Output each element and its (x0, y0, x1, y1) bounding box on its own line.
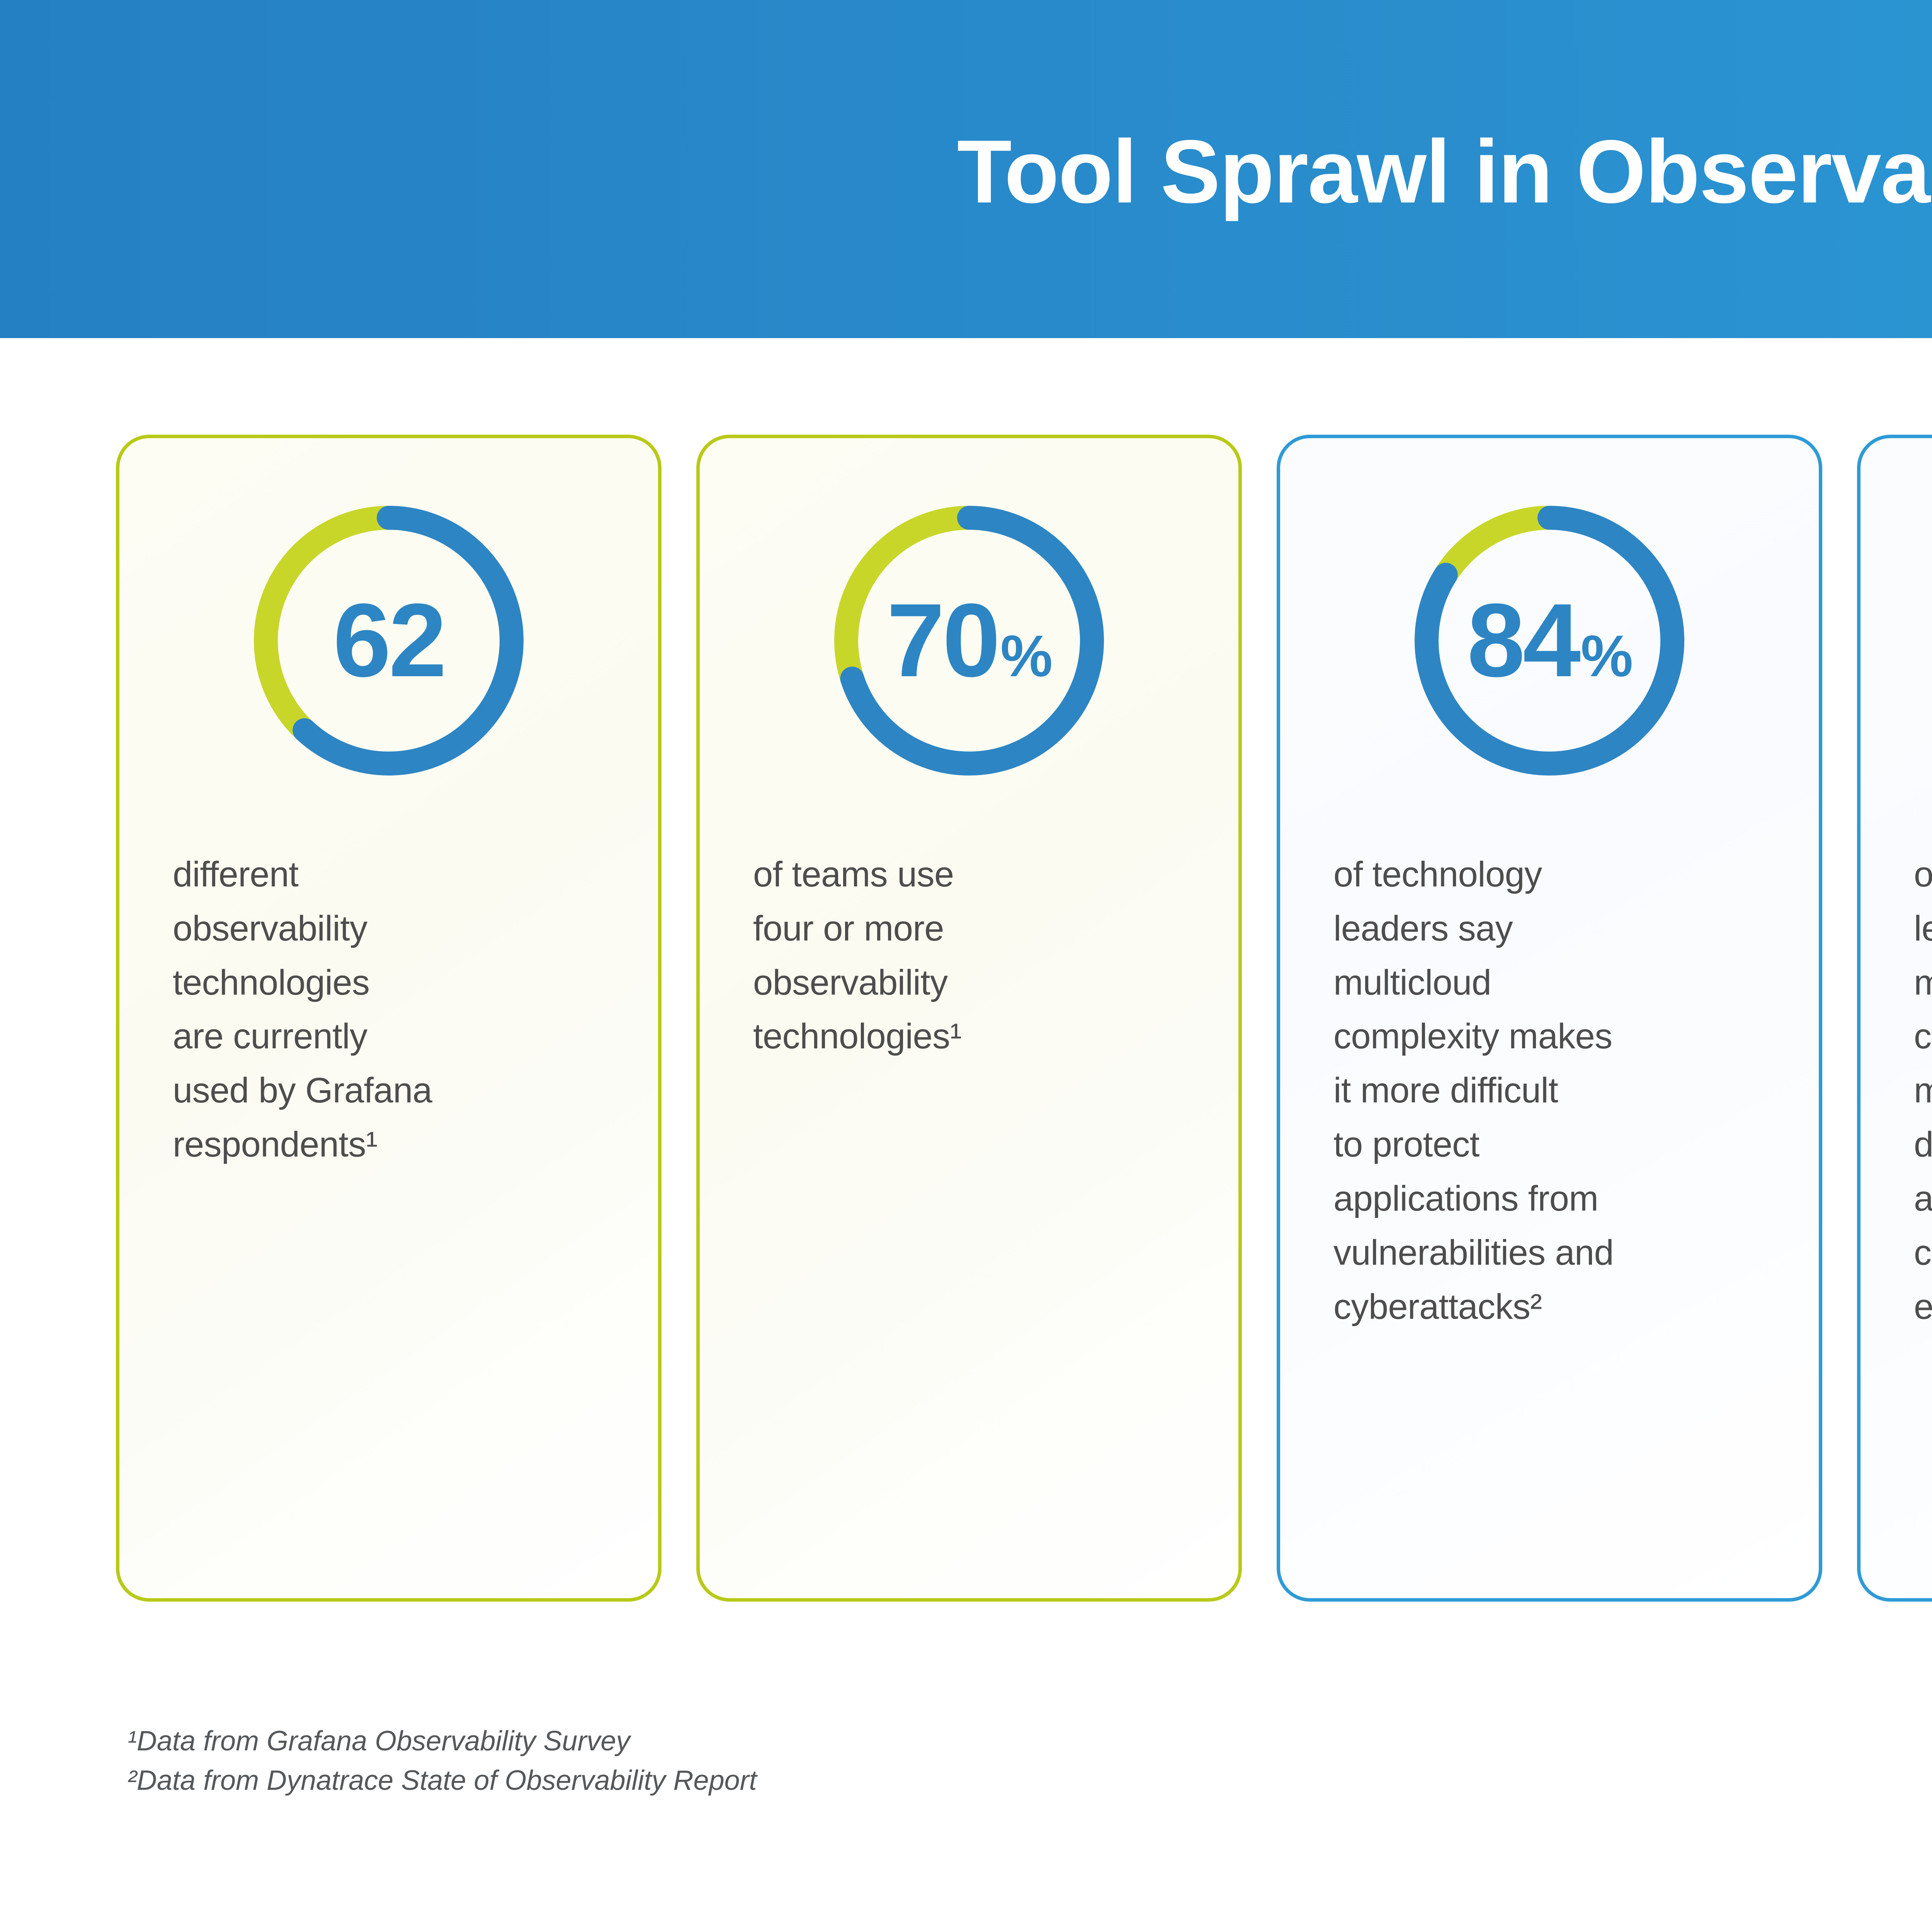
donut-chart-svg (1415, 506, 1684, 776)
footnotes: ¹Data from Grafana Observability Survey ²… (128, 1721, 757, 1800)
donut-chart-svg (254, 506, 524, 776)
stat-card-3: 84% of technology leaders say multicloud … (1277, 435, 1822, 1602)
stat-description: of technology leaders say multicloud com… (1914, 855, 1932, 1327)
donut-chart-svg (834, 506, 1104, 776)
header-banner: Tool Sprawl in Observability (0, 0, 1932, 338)
donut-chart-3: 84% (1399, 490, 1700, 791)
donut-chart-1: 62 (238, 490, 539, 791)
page-title: Tool Sprawl in Observability (957, 121, 1932, 222)
stat-card-row: 62 different observability technologies a… (116, 435, 1932, 1602)
donut-chart-2: 70% (818, 490, 1120, 791)
stat-card-4: 87%of technology leaders say multicloud … (1857, 435, 1932, 1602)
stat-description: of teams use four or more observability … (753, 855, 962, 1056)
stat-card-2: 70% of teams use four or more observabili… (696, 435, 1242, 1602)
stat-card-1: 62 different observability technologies a… (116, 435, 662, 1602)
footnote-1: ¹Data from Grafana Observability Survey (128, 1726, 630, 1757)
footnote-2: ²Data from Dynatrace State of Observabil… (128, 1765, 757, 1796)
stat-description: of technology leaders say multicloud com… (1333, 855, 1614, 1327)
stat-description: different observability technologies are… (173, 855, 432, 1165)
